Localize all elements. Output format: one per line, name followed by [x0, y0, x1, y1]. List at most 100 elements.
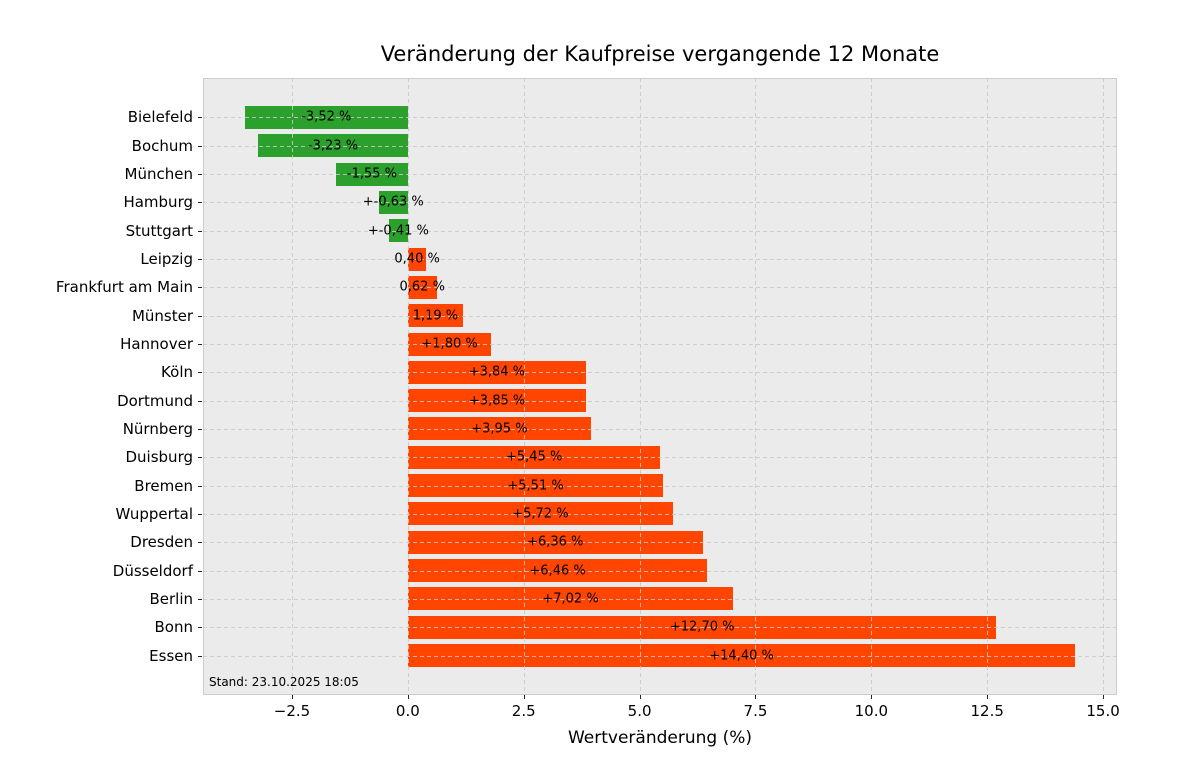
- y-tick-mark: [198, 344, 202, 345]
- y-tick-label: Leipzig: [140, 250, 193, 269]
- gridline: [203, 372, 1117, 373]
- y-tick-label: Bremen: [134, 476, 193, 495]
- bar: [407, 644, 1076, 667]
- y-tick-mark: [198, 401, 202, 402]
- y-tick-mark: [198, 117, 202, 118]
- x-tick-label: 0.0: [395, 702, 420, 720]
- stand-annotation: Stand: 23.10.2025 18:05: [209, 675, 359, 689]
- gridline: [203, 316, 1117, 317]
- y-tick-mark: [198, 599, 202, 600]
- x-tick-label: 12.5: [970, 702, 1004, 720]
- gridline: [203, 542, 1117, 543]
- y-tick-label: Duisburg: [125, 448, 194, 467]
- chart-title: Veränderung der Kaufpreise vergangende 1…: [380, 42, 940, 66]
- gridline: [203, 202, 1117, 203]
- bar: [407, 559, 708, 582]
- gridline: [203, 401, 1117, 402]
- y-tick-label: Berlin: [149, 589, 193, 608]
- y-tick-mark: [198, 174, 202, 175]
- y-tick-mark: [198, 202, 202, 203]
- gridline: [203, 231, 1117, 232]
- bar-value-label: +6,46 %: [529, 563, 586, 579]
- bar-value-label: +14,40 %: [709, 648, 774, 664]
- gridline: [203, 287, 1117, 288]
- gridline: [640, 78, 641, 695]
- gridline: [524, 78, 525, 695]
- x-tick-mark: [292, 695, 293, 699]
- y-tick-label: Düsseldorf: [112, 561, 193, 580]
- bar-value-label: -1,55 %: [346, 166, 397, 182]
- y-tick-label: Bonn: [154, 618, 193, 637]
- x-tick-mark: [1103, 695, 1104, 699]
- gridline: [292, 78, 293, 695]
- gridline: [203, 514, 1117, 515]
- y-tick-mark: [198, 287, 202, 288]
- y-tick-label: Bochum: [131, 136, 193, 155]
- bar-value-label: +7,02 %: [542, 591, 599, 607]
- gridline: [871, 78, 872, 695]
- bar-value-label: +3,84 %: [468, 364, 526, 380]
- gridline: [203, 571, 1117, 572]
- bar-value-label: 1,19 %: [412, 308, 459, 324]
- y-tick-label: Wuppertal: [115, 504, 193, 523]
- bar-value-label: +-0,63 %: [362, 194, 424, 210]
- x-tick-mark: [524, 695, 525, 699]
- y-tick-mark: [198, 259, 202, 260]
- gridline: [203, 146, 1117, 147]
- gridline: [408, 78, 409, 695]
- bar-value-label: +12,70 %: [669, 619, 735, 635]
- bar: [407, 389, 587, 412]
- y-tick-mark: [198, 372, 202, 373]
- bar-value-label: +3,95 %: [471, 421, 528, 437]
- bar: [407, 587, 734, 610]
- x-tick-label: 7.5: [743, 702, 768, 720]
- y-tick-label: Dresden: [130, 533, 193, 552]
- x-tick-label: −2.5: [273, 702, 311, 720]
- y-tick-mark: [198, 231, 202, 232]
- bar-value-label: +5,45 %: [505, 449, 563, 465]
- bar-value-label: -3,23 %: [307, 138, 359, 154]
- bar-value-label: +3,85 %: [468, 393, 526, 409]
- bar-value-label: -3,52 %: [301, 109, 352, 125]
- x-tick-mark: [408, 695, 409, 699]
- x-tick-label: 2.5: [511, 702, 536, 720]
- bar: [407, 474, 664, 497]
- gridline: [203, 174, 1117, 175]
- y-tick-mark: [198, 656, 202, 657]
- y-tick-label: Köln: [161, 363, 193, 382]
- x-tick-mark: [640, 695, 641, 699]
- gridline: [203, 627, 1117, 628]
- y-tick-label: Nürnberg: [122, 419, 193, 438]
- bar-value-label: +5,72 %: [512, 506, 569, 522]
- gridline: [987, 78, 988, 695]
- x-tick-label: 5.0: [627, 702, 652, 720]
- y-tick-mark: [198, 514, 202, 515]
- gridline: [1103, 78, 1104, 695]
- y-tick-label: Stuttgart: [125, 221, 193, 240]
- gridline: [203, 486, 1117, 487]
- bar-value-label: +-0,41 %: [367, 223, 429, 239]
- y-tick-mark: [198, 486, 202, 487]
- gridline: [203, 429, 1117, 430]
- bar-value-label: +5,51 %: [507, 478, 564, 494]
- x-tick-label: 15.0: [1086, 702, 1120, 720]
- y-tick-mark: [198, 316, 202, 317]
- y-tick-mark: [198, 571, 202, 572]
- bar-value-label: 0,62 %: [399, 279, 445, 295]
- y-tick-mark: [198, 146, 202, 147]
- x-tick-mark: [987, 695, 988, 699]
- x-axis-title: Wertveränderung (%): [567, 728, 753, 748]
- y-tick-mark: [198, 429, 202, 430]
- bar-value-label: +6,36 %: [527, 534, 584, 550]
- y-tick-label: Münster: [131, 306, 193, 325]
- gridline: [203, 259, 1117, 260]
- bar: [407, 502, 673, 525]
- gridline: [203, 344, 1117, 345]
- bar: [388, 219, 408, 242]
- bar-value-label: +1,80 %: [421, 336, 478, 352]
- bar-value-label: 0,40 %: [394, 251, 440, 267]
- y-tick-label: Hannover: [120, 335, 193, 353]
- x-tick-mark: [755, 695, 756, 699]
- x-tick-label: 10.0: [854, 702, 889, 720]
